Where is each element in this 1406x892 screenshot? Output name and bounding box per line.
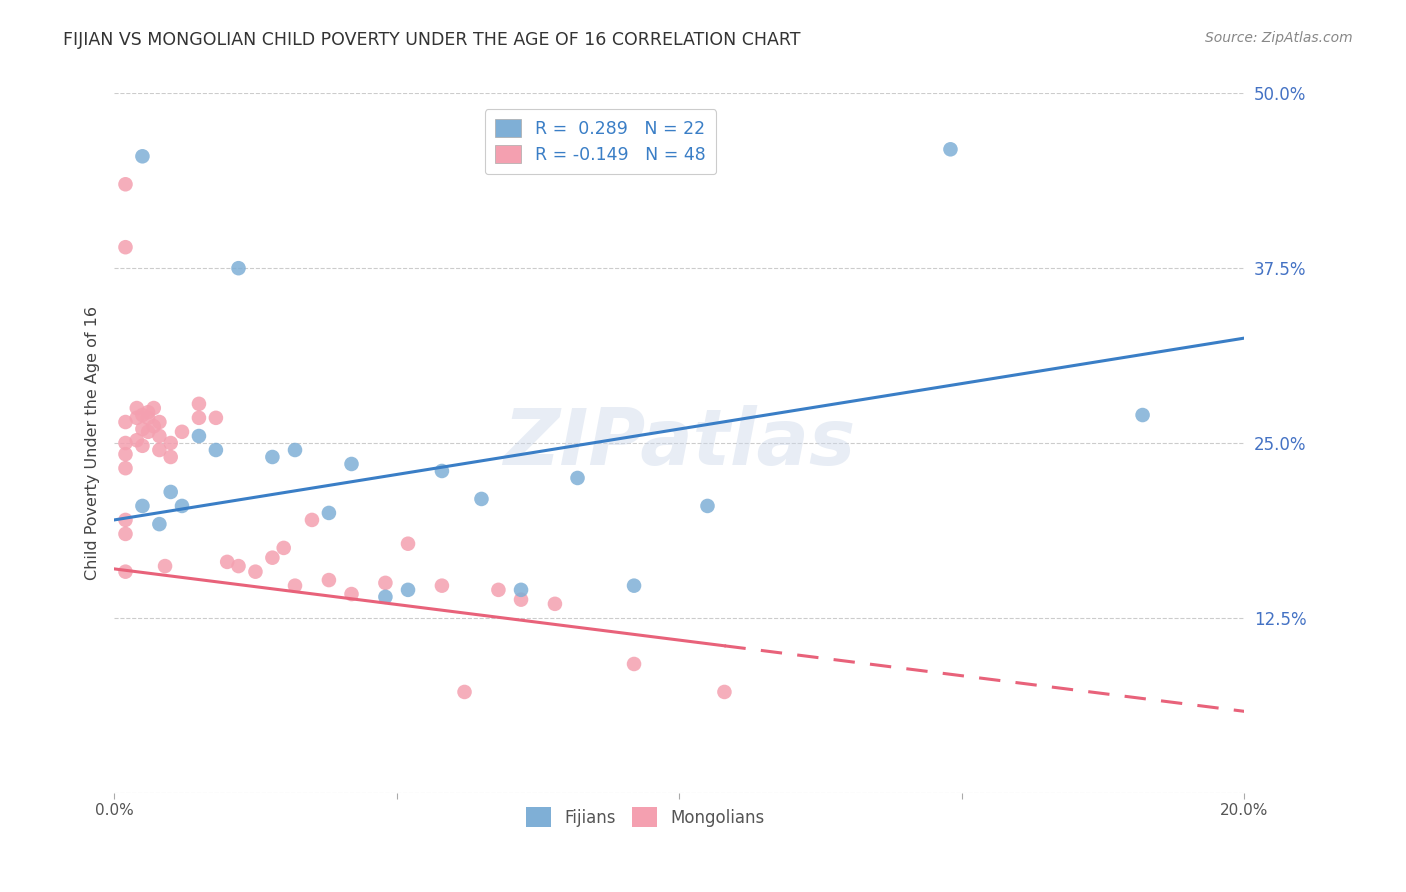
Point <box>170 499 193 513</box>
Point <box>453 685 475 699</box>
Point <box>284 579 307 593</box>
Point <box>510 582 533 597</box>
Point <box>131 149 153 163</box>
Point <box>136 405 159 419</box>
Point <box>228 261 250 276</box>
Y-axis label: Child Poverty Under the Age of 16: Child Poverty Under the Age of 16 <box>86 306 100 580</box>
Point <box>318 506 340 520</box>
Point <box>159 485 181 500</box>
Point <box>374 575 396 590</box>
Point <box>148 442 170 457</box>
Point <box>396 582 419 597</box>
Point <box>396 537 419 551</box>
Point <box>136 425 159 439</box>
Point <box>125 401 148 415</box>
Point <box>430 464 453 478</box>
Point <box>205 442 228 457</box>
Point <box>125 410 148 425</box>
Point <box>153 559 176 574</box>
Point <box>159 450 181 464</box>
Text: FIJIAN VS MONGOLIAN CHILD POVERTY UNDER THE AGE OF 16 CORRELATION CHART: FIJIAN VS MONGOLIAN CHILD POVERTY UNDER … <box>63 31 801 49</box>
Point <box>114 240 136 254</box>
Point <box>544 597 567 611</box>
Point <box>170 425 193 439</box>
Legend: Fijians, Mongolians: Fijians, Mongolians <box>519 801 772 833</box>
Point <box>262 450 284 464</box>
Point <box>131 408 153 422</box>
Point <box>148 415 170 429</box>
Point <box>187 429 209 443</box>
Point <box>148 429 170 443</box>
Point <box>114 461 136 475</box>
Point <box>142 419 165 434</box>
Point <box>217 555 239 569</box>
Point <box>114 447 136 461</box>
Point <box>114 436 136 450</box>
Point <box>228 559 250 574</box>
Point <box>340 457 363 471</box>
Point <box>623 579 645 593</box>
Point <box>486 582 509 597</box>
Point <box>205 410 228 425</box>
Point <box>187 410 209 425</box>
Point <box>159 436 181 450</box>
Point <box>148 517 170 532</box>
Point <box>114 565 136 579</box>
Point <box>131 499 153 513</box>
Point <box>301 513 323 527</box>
Point <box>284 442 307 457</box>
Point <box>131 439 153 453</box>
Point <box>318 573 340 587</box>
Point <box>623 657 645 671</box>
Point <box>187 397 209 411</box>
Point <box>273 541 295 555</box>
Point <box>696 499 718 513</box>
Text: ZIPatlas: ZIPatlas <box>503 405 855 481</box>
Point <box>1132 408 1154 422</box>
Point <box>430 579 453 593</box>
Point <box>340 587 363 601</box>
Point <box>262 550 284 565</box>
Point <box>114 527 136 541</box>
Point <box>114 415 136 429</box>
Point <box>245 565 267 579</box>
Text: Source: ZipAtlas.com: Source: ZipAtlas.com <box>1205 31 1353 45</box>
Point <box>374 590 396 604</box>
Point <box>114 513 136 527</box>
Point <box>142 401 165 415</box>
Point <box>567 471 589 485</box>
Point <box>114 178 136 192</box>
Point <box>939 142 962 156</box>
Point <box>470 491 492 506</box>
Point <box>131 422 153 436</box>
Point <box>713 685 735 699</box>
Point <box>136 410 159 425</box>
Point <box>125 434 148 448</box>
Point <box>510 592 533 607</box>
